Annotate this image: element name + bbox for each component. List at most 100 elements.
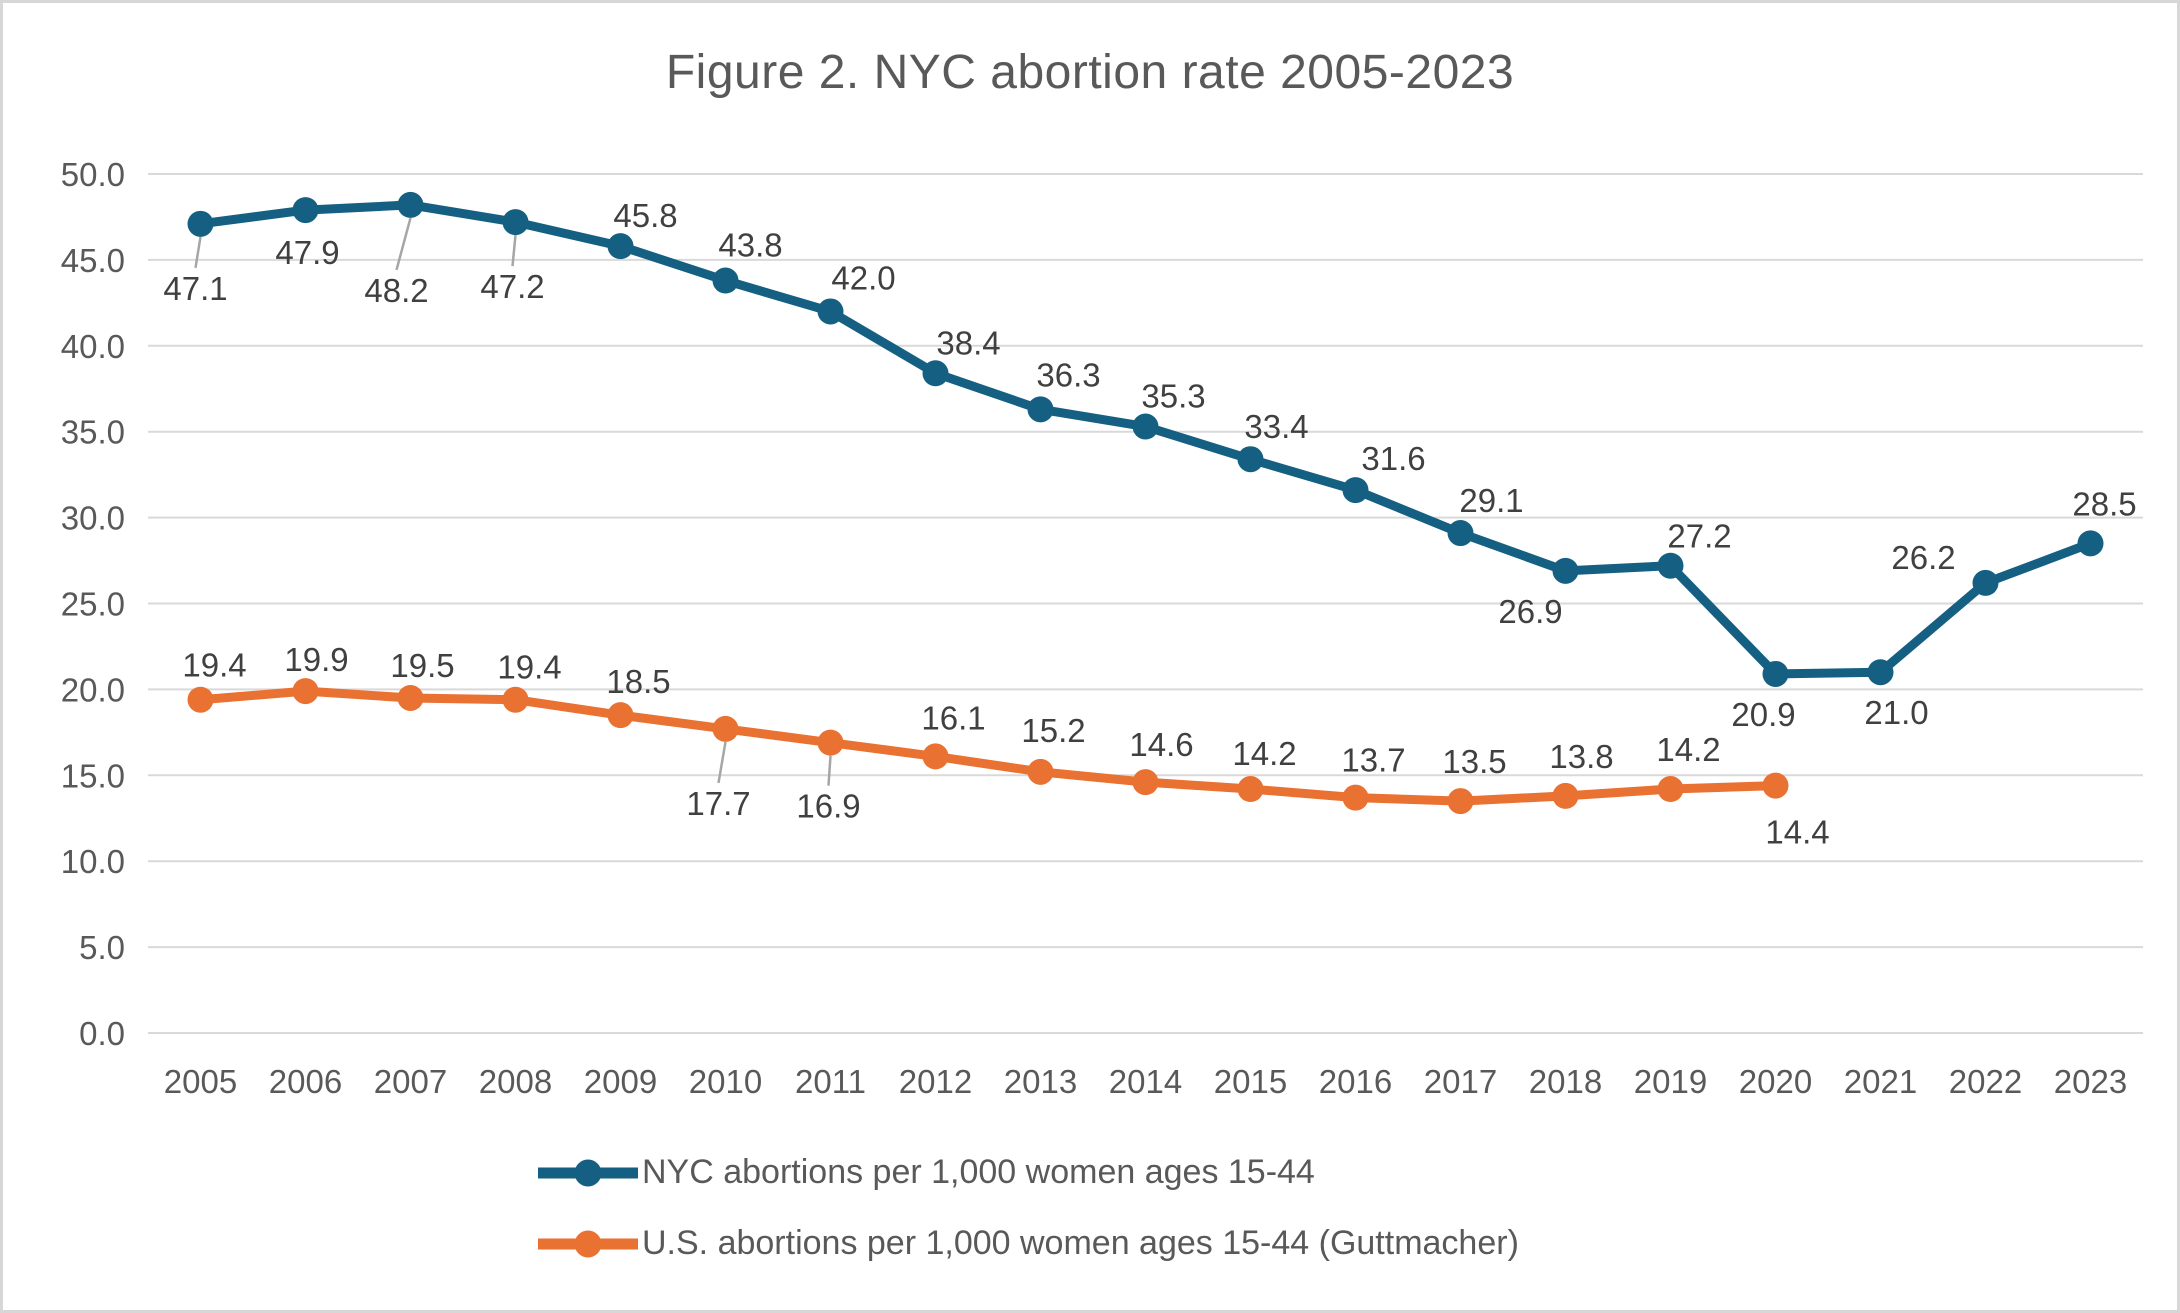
- leader-line: [827, 755, 832, 786]
- leader-line: [395, 217, 412, 271]
- legend-item-nyc: NYC abortions per 1,000 women ages 15-44: [538, 1153, 1519, 1192]
- line-chart-plot-area: 0.0 5.0 10.0 15.0 20.0 25.0 30.0 35.0 40.0 45.0 50…: [61, 156, 2143, 1100]
- data-point-label: 47.2: [480, 268, 544, 305]
- data-point-label: 17.7: [686, 785, 750, 822]
- x-tick-label: 2012: [899, 1063, 972, 1100]
- data-point-label: 31.6: [1361, 440, 1425, 477]
- data-point-marker: [1657, 776, 1684, 803]
- data-point-label: 14.4: [1765, 814, 1829, 851]
- data-point-marker: [1027, 758, 1054, 785]
- data-point-marker: [817, 729, 844, 756]
- data-point-label: 19.5: [390, 647, 454, 684]
- y-tick-label: 15.0: [61, 757, 125, 794]
- data-point-marker: [397, 191, 424, 218]
- x-tick-label: 2005: [164, 1063, 237, 1100]
- data-point-label: 26.2: [1891, 539, 1955, 576]
- data-point-marker: [292, 678, 319, 705]
- data-point-marker: [1342, 784, 1369, 811]
- leader-line: [717, 741, 727, 784]
- y-tick-label: 25.0: [61, 586, 125, 623]
- data-point-label: 16.1: [921, 699, 985, 736]
- data-point-marker: [712, 715, 739, 742]
- data-point-marker: [502, 686, 529, 713]
- leader-line: [511, 234, 517, 267]
- legend-label-nyc: NYC abortions per 1,000 women ages 15-44: [642, 1153, 1315, 1191]
- data-point-label: 19.9: [284, 641, 348, 678]
- x-tick-label: 2009: [584, 1063, 657, 1100]
- y-tick-label: 10.0: [61, 843, 125, 880]
- x-tick-label: 2014: [1109, 1063, 1182, 1100]
- data-point-label: 45.8: [613, 197, 677, 234]
- data-point-marker: [502, 209, 529, 236]
- legend-marker-us-icon: [538, 1230, 638, 1257]
- data-point-marker: [1867, 659, 1894, 686]
- data-point-marker: [1762, 660, 1789, 687]
- data-point-marker: [607, 233, 634, 260]
- data-point-label: 13.5: [1442, 743, 1506, 780]
- x-tick-label: 2018: [1529, 1063, 1602, 1100]
- x-tick-label: 2006: [269, 1063, 342, 1100]
- legend: NYC abortions per 1,000 women ages 15-44…: [538, 1153, 1519, 1263]
- data-point-marker: [607, 702, 634, 729]
- y-tick-label: 20.0: [61, 671, 125, 708]
- data-point-label: 26.9: [1498, 593, 1562, 630]
- chart-title: Figure 2. NYC abortion rate 2005-2023: [665, 46, 1515, 99]
- data-point-label: 20.9: [1731, 696, 1795, 733]
- x-tick-label: 2007: [374, 1063, 447, 1100]
- data-point-label: 21.0: [1864, 694, 1928, 731]
- x-tick-label: 2013: [1004, 1063, 1077, 1100]
- data-point-label: 38.4: [936, 324, 1000, 361]
- data-point-marker: [1447, 788, 1474, 815]
- x-tick-label: 2017: [1424, 1063, 1497, 1100]
- data-point-marker: [397, 684, 424, 711]
- data-point-marker: [1237, 446, 1264, 473]
- legend-marker-nyc-icon: [538, 1159, 638, 1186]
- data-point-marker: [1552, 782, 1579, 809]
- data-point-label: 43.8: [718, 227, 782, 264]
- x-tick-label: 2021: [1844, 1063, 1917, 1100]
- data-point-marker: [1237, 776, 1264, 803]
- x-tick-label: 2010: [689, 1063, 762, 1100]
- x-tick-label: 2020: [1739, 1063, 1812, 1100]
- data-point-marker: [712, 267, 739, 294]
- data-point-label: 14.6: [1129, 726, 1193, 763]
- legend-item-us: U.S. abortions per 1,000 women ages 15-4…: [538, 1224, 1519, 1263]
- data-point-marker: [1132, 413, 1159, 440]
- data-point-label: 35.3: [1141, 378, 1205, 415]
- leader-line: [194, 236, 202, 269]
- data-point-label: 19.4: [182, 647, 246, 684]
- data-point-label: 47.9: [275, 234, 339, 271]
- x-tick-label: 2019: [1634, 1063, 1707, 1100]
- x-tick-label: 2011: [795, 1063, 866, 1100]
- y-tick-label: 40.0: [61, 328, 125, 365]
- data-point-marker: [1027, 396, 1054, 423]
- x-tick-label: 2022: [1949, 1063, 2022, 1100]
- data-point-label: 15.2: [1021, 712, 1085, 749]
- data-point-marker: [2077, 530, 2104, 557]
- data-point-marker: [817, 298, 844, 325]
- data-point-marker: [922, 743, 949, 770]
- us-series-line: [196, 686, 1780, 806]
- data-point-label: 14.2: [1232, 735, 1296, 772]
- y-tick-label: 0.0: [79, 1015, 125, 1052]
- data-point-marker: [922, 360, 949, 387]
- data-point-label: 14.2: [1656, 731, 1720, 768]
- data-point-label: 33.4: [1244, 408, 1308, 445]
- y-tick-label: 35.0: [61, 414, 125, 451]
- data-point-label: 19.4: [497, 649, 561, 686]
- data-point-marker: [1447, 520, 1474, 547]
- x-tick-label: 2015: [1214, 1063, 1287, 1100]
- data-point-marker: [1657, 552, 1684, 579]
- data-point-marker: [1972, 569, 1999, 596]
- x-tick-label: 2023: [2054, 1063, 2127, 1100]
- data-point-marker: [1132, 769, 1159, 796]
- data-point-label: 29.1: [1459, 482, 1523, 519]
- x-tick-label: 2008: [479, 1063, 552, 1100]
- y-tick-label: 50.0: [61, 156, 125, 193]
- y-tick-label: 5.0: [79, 929, 125, 966]
- data-point-label: 27.2: [1667, 518, 1731, 555]
- y-tick-label: 30.0: [61, 500, 125, 537]
- data-point-label: 13.8: [1549, 738, 1613, 775]
- data-point-marker: [292, 197, 319, 224]
